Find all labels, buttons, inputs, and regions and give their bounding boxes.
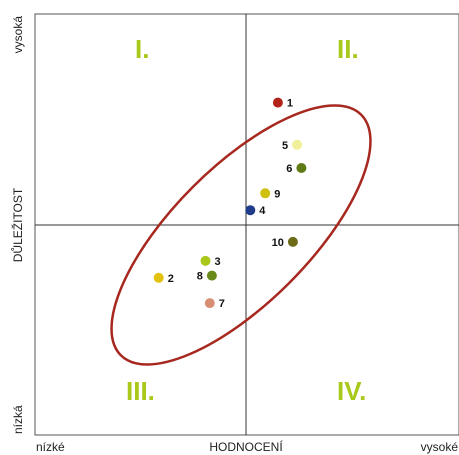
data-points-group: 1 2 3 4 5 6 7 8 9 10 xyxy=(153,97,307,310)
y-axis-low-label: nízká xyxy=(11,405,25,434)
quadrant-label-II: II. xyxy=(337,34,359,64)
data-point-label-1: 1 xyxy=(287,98,293,110)
data-point-label-2: 2 xyxy=(168,273,174,285)
data-point-2 xyxy=(153,272,164,283)
cluster-ellipse xyxy=(110,104,372,366)
data-point-9 xyxy=(260,188,271,199)
quadrant-label-III: III. xyxy=(126,376,155,406)
data-point-4 xyxy=(245,205,256,216)
data-point-label-10: 10 xyxy=(272,237,284,249)
data-point-6 xyxy=(296,163,307,173)
data-point-3 xyxy=(200,255,211,266)
data-point-label-6: 6 xyxy=(286,163,292,175)
quadrant-label-I: I. xyxy=(135,34,149,64)
x-axis-high-label: vysoké xyxy=(421,440,459,454)
quadrant-label-IV: IV. xyxy=(337,376,366,406)
data-point-label-3: 3 xyxy=(215,256,221,268)
data-point-5 xyxy=(292,139,303,150)
data-point-label-4: 4 xyxy=(259,205,266,217)
data-point-10 xyxy=(287,236,298,247)
data-point-label-7: 7 xyxy=(219,298,225,310)
x-axis-title: HODNOCENÍ xyxy=(209,439,283,454)
y-axis-title: DŮLEŽITOST xyxy=(10,187,25,262)
data-point-8 xyxy=(206,270,217,281)
data-point-label-5: 5 xyxy=(282,140,288,152)
data-point-label-9: 9 xyxy=(274,188,280,200)
y-axis-high-label: vysoká xyxy=(11,16,25,54)
data-point-7 xyxy=(204,298,215,309)
data-point-1 xyxy=(272,97,283,108)
data-point-label-8: 8 xyxy=(197,271,203,283)
x-axis-low-label: nízké xyxy=(36,440,65,454)
